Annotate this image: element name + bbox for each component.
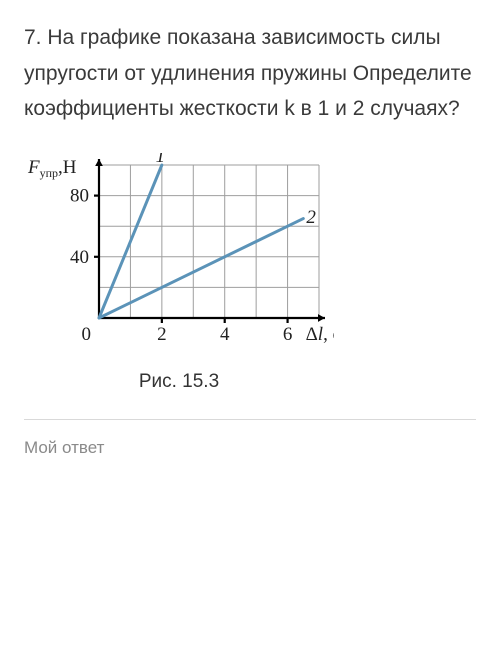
svg-text:40: 40 [70,247,89,268]
chart-container: 2 4 6 40 80 0 Fупр,H Δl, см 1 2 [24,153,334,363]
svg-text:2: 2 [157,324,167,345]
svg-text:1: 1 [156,153,166,167]
svg-text:Fупр,H: Fупр,H [27,157,77,180]
chart-caption: Рис. 15.3 [24,371,334,393]
divider [24,419,476,420]
svg-text:2: 2 [306,207,316,228]
svg-text:6: 6 [283,324,293,345]
svg-text:4: 4 [220,324,230,345]
svg-text:Δl, см: Δl, см [306,324,334,345]
svg-text:80: 80 [70,186,89,207]
answer-label[interactable]: Мой ответ [24,438,476,458]
question-text: 7. На графике показана зависимость силы … [24,20,476,127]
svg-text:0: 0 [82,324,92,345]
spring-force-chart: 2 4 6 40 80 0 Fупр,H Δl, см 1 2 [24,153,334,363]
